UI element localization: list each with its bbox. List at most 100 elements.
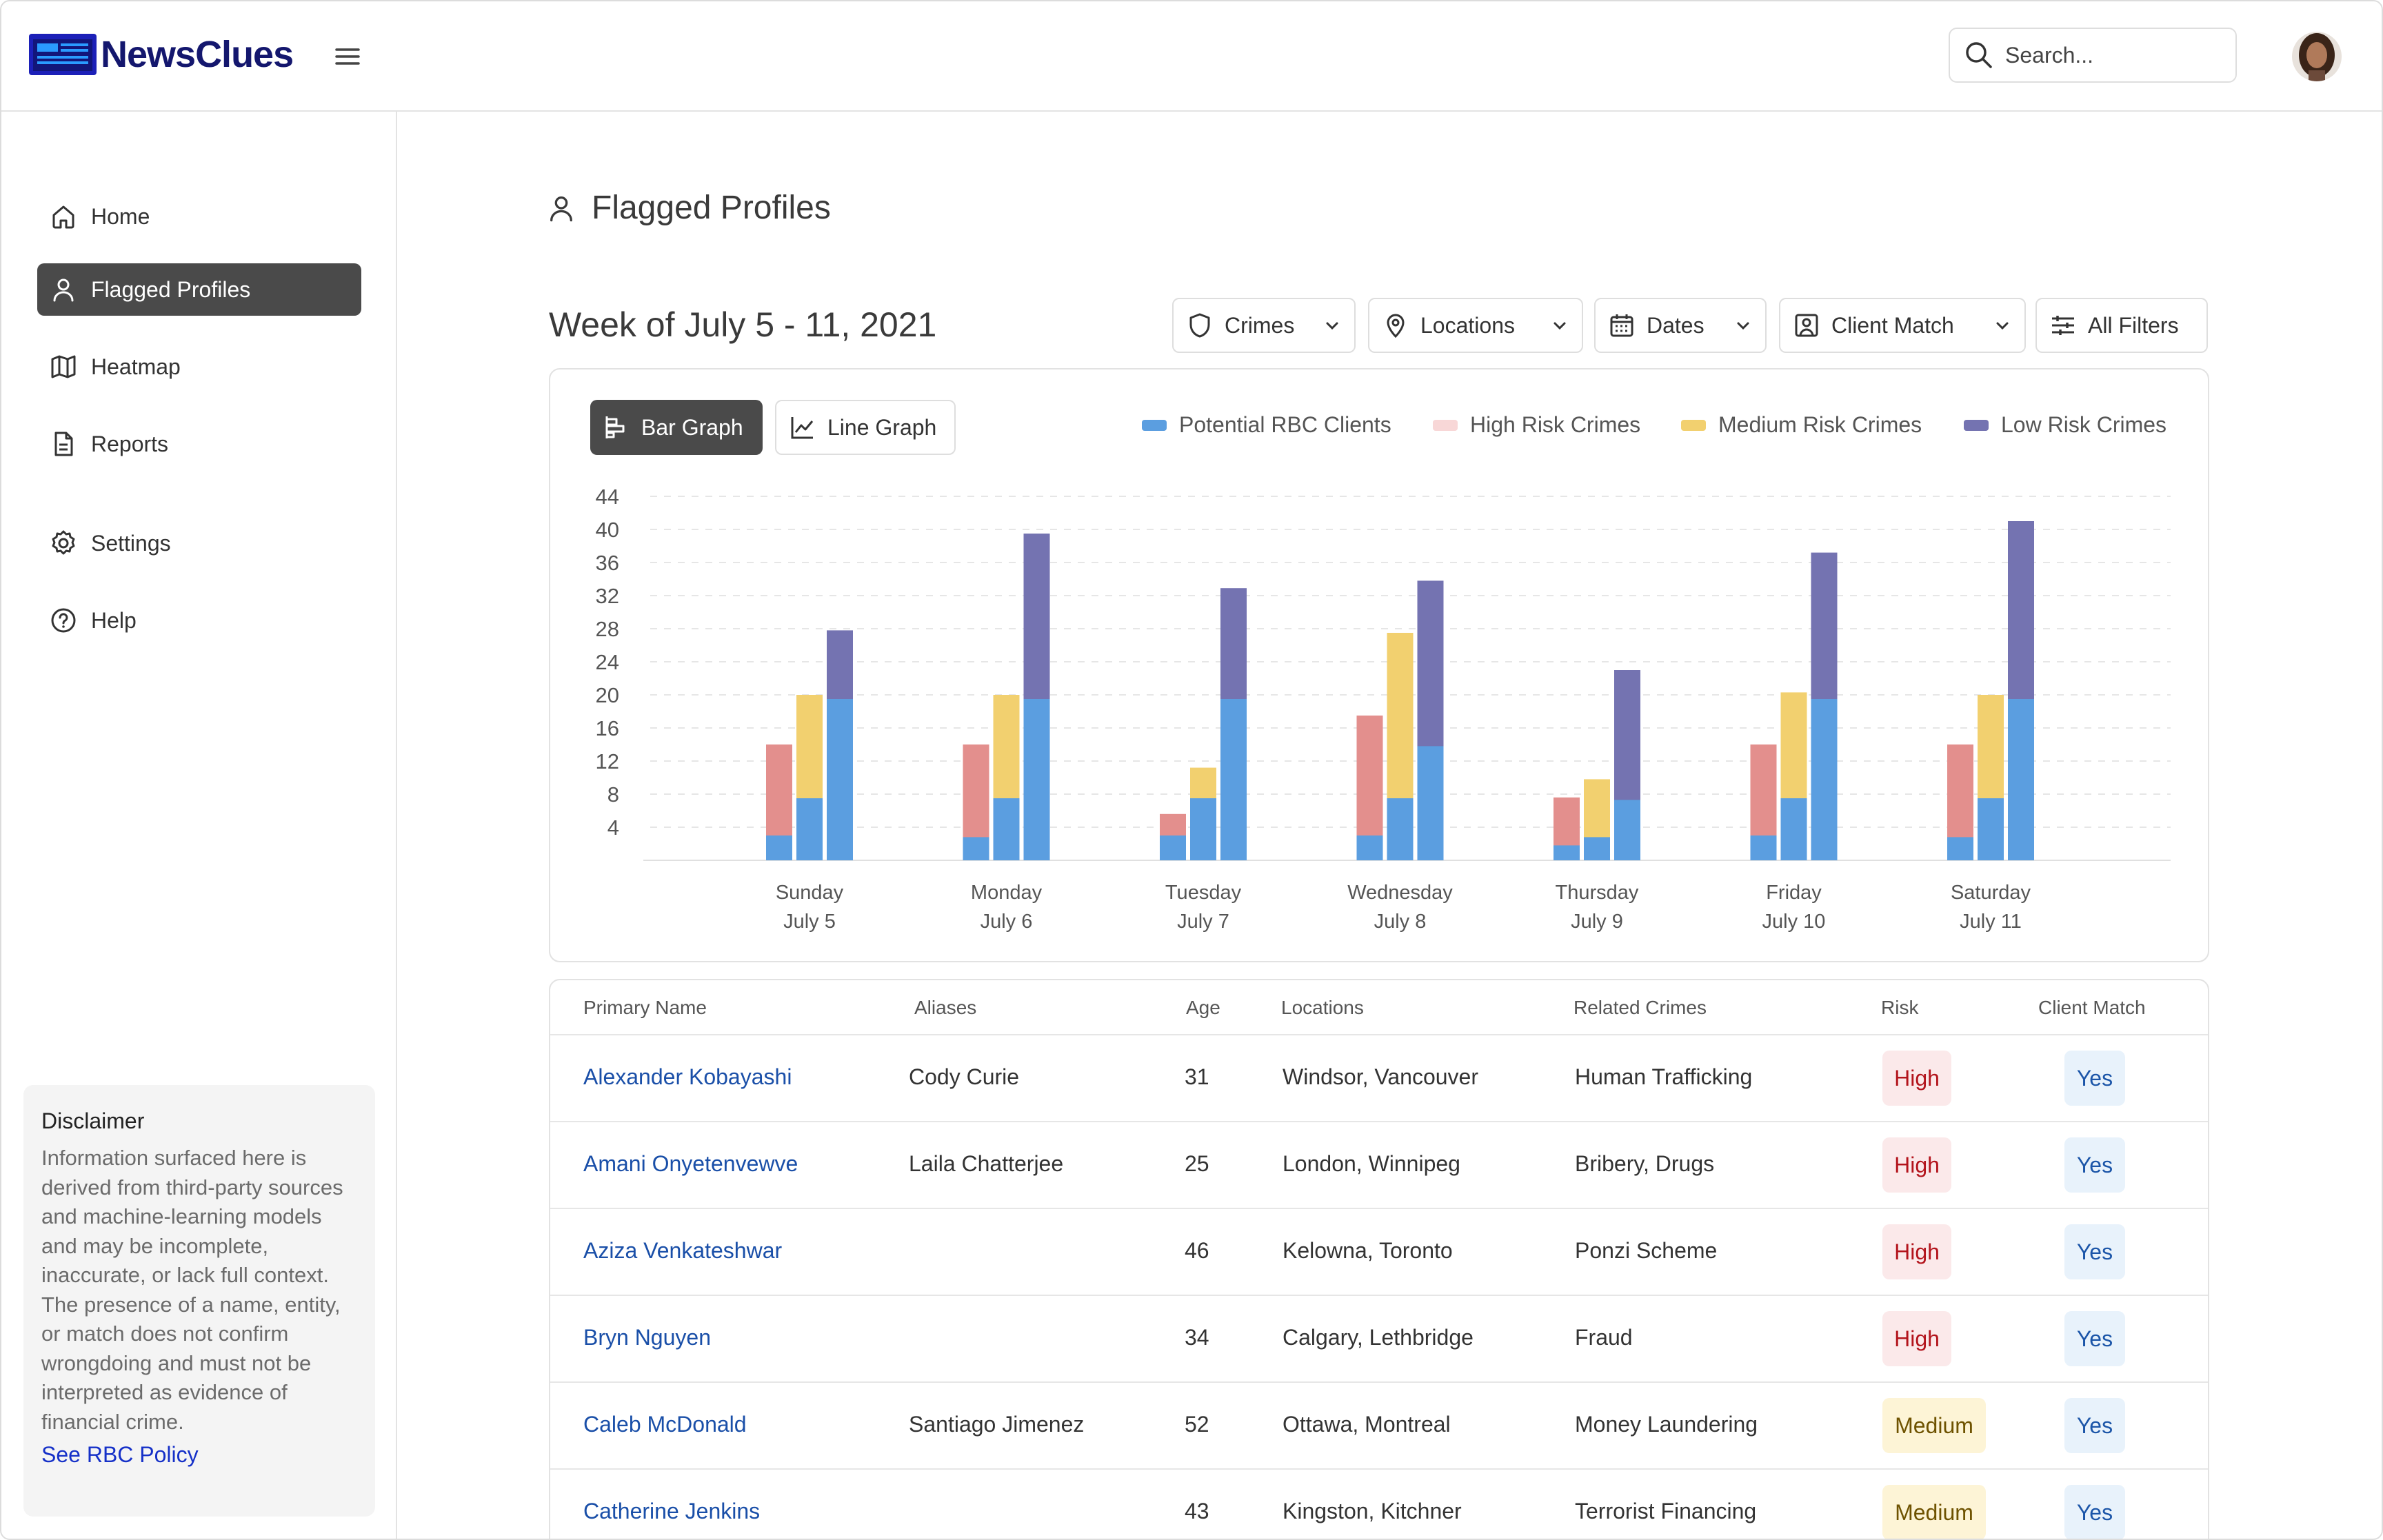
x-tick-label-day: Saturday xyxy=(1951,882,2031,904)
bar-potential-rbc-clients[interactable] xyxy=(1160,835,1186,860)
bar-potential-rbc-clients[interactable] xyxy=(2008,699,2034,860)
profiles-table: Primary Name Aliases Age Locations Relat… xyxy=(549,979,2209,1539)
filter-locations[interactable]: Locations xyxy=(1368,298,1583,353)
primary-name-link[interactable]: Aziza Venkateshwar xyxy=(583,1238,783,1263)
help-circle-icon xyxy=(51,608,76,633)
user-icon xyxy=(550,196,572,221)
filter-crimes[interactable]: Crimes xyxy=(1172,298,1356,353)
column-header[interactable]: Aliases xyxy=(914,997,977,1018)
locations-cell: Kingston, Kitchner xyxy=(1283,1499,1462,1523)
x-tick-label-date: July 11 xyxy=(1960,911,2022,933)
risk-badge: High xyxy=(1882,1224,1951,1279)
tab-line-graph[interactable]: Line Graph xyxy=(775,400,956,455)
locations-cell: Calgary, Lethbridge xyxy=(1283,1325,1474,1350)
y-tick-label: 36 xyxy=(596,551,619,575)
row-divider xyxy=(550,1381,2208,1383)
legend-swatch-purple xyxy=(1964,419,1989,431)
bar-potential-rbc-clients[interactable] xyxy=(1417,746,1444,860)
client-match-badge: Yes xyxy=(2064,1485,2125,1539)
bar-potential-rbc-clients[interactable] xyxy=(1750,835,1777,860)
document-icon xyxy=(54,432,73,456)
sidebar-item-home[interactable]: Home xyxy=(37,190,361,243)
disclaimer-box: Disclaimer Information surfaced here is … xyxy=(23,1085,375,1517)
bar-potential-rbc-clients[interactable] xyxy=(796,798,823,860)
legend-item: Medium Risk Crimes xyxy=(1681,412,1922,438)
risk-badge: High xyxy=(1882,1051,1951,1106)
search-icon xyxy=(1966,42,1992,68)
bar-potential-rbc-clients[interactable] xyxy=(1190,798,1216,860)
x-tick-label-day: Monday xyxy=(971,882,1043,904)
row-divider xyxy=(550,1121,2208,1122)
bar-potential-rbc-clients[interactable] xyxy=(1780,798,1807,860)
locations-cell: London, Winnipeg xyxy=(1283,1151,1460,1176)
column-header[interactable]: Primary Name xyxy=(583,997,707,1018)
bar-potential-rbc-clients[interactable] xyxy=(1614,800,1640,860)
filter-label: All Filters xyxy=(2088,312,2179,338)
bar-potential-rbc-clients[interactable] xyxy=(1220,699,1247,860)
search-box[interactable] xyxy=(1949,28,2237,83)
x-tick-label-day: Thursday xyxy=(1556,882,1639,904)
y-tick-label: 20 xyxy=(596,683,619,707)
x-tick-label-date: July 6 xyxy=(981,911,1033,933)
bar-chart: 4 8 12 16 20 24 28 32 36 40 44 Sunday July 5 Monday Ju… xyxy=(596,485,2171,933)
column-header[interactable]: Risk xyxy=(1881,997,1919,1018)
legend-swatch-yellow xyxy=(1681,419,1706,431)
table-row[interactable]: Aziza Venkateshwar 46 Kelowna, Toronto Ponz… xyxy=(550,1209,2208,1296)
logo[interactable]: NewsClues xyxy=(29,33,294,76)
primary-name-link[interactable]: Amani Onyetenvewve xyxy=(583,1151,798,1176)
primary-name-link[interactable]: Catherine Jenkins xyxy=(583,1499,761,1523)
legend-swatch-blue xyxy=(1142,419,1167,431)
bar-potential-rbc-clients[interactable] xyxy=(1387,798,1414,860)
disclaimer-text: Information surfaced here is derived fro… xyxy=(41,1146,343,1434)
table-row[interactable]: Alexander Kobayashi Cody Curie 31 Windsor, … xyxy=(550,1035,2208,1122)
column-header[interactable]: Related Crimes xyxy=(1573,997,1707,1018)
bar-potential-rbc-clients[interactable] xyxy=(1554,845,1580,860)
bar-potential-rbc-clients[interactable] xyxy=(1811,699,1838,860)
x-tick-label-day: Wednesday xyxy=(1347,882,1453,904)
filter-dates[interactable]: Dates xyxy=(1594,298,1767,353)
bar-potential-rbc-clients[interactable] xyxy=(1978,798,2004,860)
crimes-cell: Ponzi Scheme xyxy=(1575,1238,1718,1263)
bar-potential-rbc-clients[interactable] xyxy=(1947,837,1973,860)
menu-icon[interactable] xyxy=(334,43,361,70)
sliders-icon xyxy=(2052,316,2074,335)
all-filters-button[interactable]: All Filters xyxy=(2035,298,2208,353)
bar-potential-rbc-clients[interactable] xyxy=(1356,835,1383,860)
bar-potential-rbc-clients[interactable] xyxy=(1584,837,1610,860)
home-icon xyxy=(52,205,74,229)
risk-badge: High xyxy=(1882,1311,1951,1366)
age-cell: 34 xyxy=(1185,1325,1209,1350)
client-match-badge: Yes xyxy=(2064,1051,2125,1106)
column-header[interactable]: Age xyxy=(1186,997,1220,1018)
bar-potential-rbc-clients[interactable] xyxy=(1023,699,1050,860)
sidebar-item-help[interactable]: Help xyxy=(37,594,361,647)
search-input[interactable] xyxy=(2004,41,2213,69)
bar-potential-rbc-clients[interactable] xyxy=(827,699,853,860)
table-row[interactable]: Bryn Nguyen 34 Calgary, Lethbridge Fraud Hig… xyxy=(550,1296,2208,1383)
tab-bar-graph[interactable]: Bar Graph xyxy=(590,400,763,455)
client-match-badge: Yes xyxy=(2064,1311,2125,1366)
filter-client-match[interactable]: Client Match xyxy=(1779,298,2026,353)
column-header[interactable]: Client Match xyxy=(2038,997,2146,1018)
alias-cell: Santiago Jimenez xyxy=(909,1412,1085,1437)
sidebar-item-settings[interactable]: Settings xyxy=(37,517,361,569)
bar-potential-rbc-clients[interactable] xyxy=(766,835,792,860)
app-name: NewsClues xyxy=(101,34,294,75)
primary-name-link[interactable]: Bryn Nguyen xyxy=(583,1325,711,1350)
table-row[interactable]: Amani Onyetenvewve Laila Chatterjee 25 Lond… xyxy=(550,1122,2208,1209)
column-header[interactable]: Locations xyxy=(1281,997,1364,1018)
primary-name-link[interactable]: Alexander Kobayashi xyxy=(583,1064,792,1089)
table-row[interactable]: Caleb McDonald Santiago Jimenez 52 Ottawa, … xyxy=(550,1383,2208,1470)
sidebar-item-flagged-profiles[interactable]: Flagged Profiles xyxy=(37,263,361,316)
policy-link[interactable]: See RBC Policy xyxy=(41,1442,199,1467)
bar-potential-rbc-clients[interactable] xyxy=(993,798,1020,860)
primary-name-link[interactable]: Caleb McDonald xyxy=(583,1412,747,1437)
avatar[interactable] xyxy=(2292,32,2342,81)
sidebar-item-heatmap[interactable]: Heatmap xyxy=(37,341,361,393)
sidebar-item-reports[interactable]: Reports xyxy=(37,418,361,470)
alias-cell: Laila Chatterjee xyxy=(909,1151,1064,1176)
client-match-badge: Yes xyxy=(2064,1398,2125,1453)
bar-potential-rbc-clients[interactable] xyxy=(963,837,989,860)
table-row[interactable]: Catherine Jenkins 43 Kingston, Kitchner Ter… xyxy=(550,1470,2208,1539)
x-tick-label-date: July 10 xyxy=(1762,911,1826,933)
